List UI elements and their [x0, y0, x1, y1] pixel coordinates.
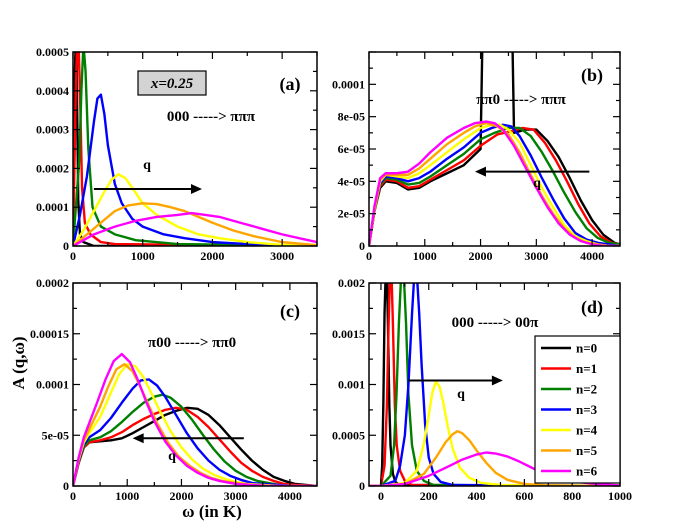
- panel-d-xtick-label: 800: [563, 489, 581, 503]
- panel-d-curves: [369, 283, 620, 486]
- panel-d-line-n1: [369, 283, 620, 486]
- panel-c-curves: [73, 352, 317, 486]
- panel-c-xtick-label: 1000: [115, 489, 139, 503]
- panel-d-xtick-label: 400: [468, 489, 486, 503]
- panel-d-line-n5: [369, 429, 620, 486]
- legend-label-n1: n=1: [576, 361, 597, 376]
- panel-d-ytick-label: 0.0005: [332, 428, 365, 442]
- panel-b-line-n1: [369, 126, 620, 246]
- panel-a-line-n0: [73, 52, 317, 246]
- panel-d-label: (d): [581, 297, 603, 318]
- panel-b-xtick-label: 3000: [524, 249, 548, 263]
- legend-label-n0: n=0: [576, 341, 597, 356]
- panel-d-q-label: q: [457, 387, 465, 402]
- panel-b-path-label: ππ0 -----> πππ: [476, 92, 566, 108]
- panel-b-ytick-label: 0.0001: [332, 77, 365, 91]
- panel-a-q-label: q: [143, 158, 151, 173]
- panel-c-ytick-label: 0: [63, 479, 69, 493]
- panel-b-ytick-label: 0: [359, 239, 365, 253]
- panel-b-line-n4: [369, 123, 620, 246]
- panel-c-line-n2: [73, 393, 317, 486]
- annotations-layer: (a) 000 -----> πππ q x=0.25 (b) ππ0 -----> ππ…: [93, 65, 621, 484]
- panel-b-xtick-label: 2000: [469, 249, 493, 263]
- panel-a-boxed-label: x=0.25: [150, 76, 194, 92]
- panel-a-line-n1: [73, 52, 317, 246]
- panel-b-q-label: q: [533, 176, 541, 191]
- panel-a-q-arrowhead: [190, 183, 202, 194]
- panel-d-path-label: 000 -----> 00π: [452, 315, 540, 331]
- panel-d-xtick-label: 1000: [608, 489, 632, 503]
- panel-b-ytick-label: 6e-05: [338, 142, 365, 156]
- panel-d-ytick-label: 0: [359, 479, 365, 493]
- panel-b-ytick-label: 2e-05: [338, 207, 365, 221]
- panel-b-line-n2: [369, 126, 620, 246]
- panel-a-ytick-label: 0.0005: [36, 45, 69, 59]
- panel-b-line-n6: [369, 120, 620, 246]
- panel-a-ytick-label: 0.0002: [36, 161, 69, 175]
- panel-d-q-arrowhead: [491, 375, 503, 386]
- ticks-layer: 0 1000 2000 300000.00010.00020.00030.00040.…: [30, 45, 632, 503]
- panel-c-line-n3: [73, 378, 317, 486]
- panel-d-ytick-label: 0.0015: [332, 327, 365, 341]
- legend-label-n4: n=4: [576, 423, 598, 438]
- panel-a-xtick-label: 1000: [131, 249, 155, 263]
- panel-a-ytick-label: 0.0001: [36, 200, 69, 214]
- panel-a-path-label: 000 -----> πππ: [167, 109, 256, 125]
- panel-b-line-n3: [369, 123, 620, 246]
- panel-b-xtick-label: 1000: [413, 249, 437, 263]
- panel-b-xtick-label: 4000: [580, 249, 604, 263]
- panel-c-ytick-label: 0.0001: [36, 378, 69, 392]
- panel-c-xtick-label: 2000: [169, 489, 193, 503]
- legend-label-n2: n=2: [576, 382, 597, 397]
- panel-a-line-n4: [73, 173, 317, 246]
- panel-d-ytick-label: 0.001: [338, 378, 365, 392]
- panel-d-line-n3: [369, 283, 620, 486]
- legend-label-n3: n=3: [576, 402, 598, 417]
- panel-c-q-arrowhead: [132, 433, 144, 444]
- panel-c-line-n1: [73, 406, 317, 486]
- panel-d-xtick-label: 0: [378, 489, 384, 503]
- panel-b-ytick-label: 4e-05: [338, 174, 365, 188]
- panel-a-curves: [73, 52, 317, 246]
- panel-a-xtick-label: 0: [70, 249, 76, 263]
- panel-a-xtick-label: 2000: [200, 249, 224, 263]
- panel-a-boxed-label-bg: [137, 70, 207, 96]
- panel-c-xtick-label: 4000: [278, 489, 302, 503]
- panel-c-label: (c): [280, 301, 300, 322]
- curves-layer: [73, 52, 620, 486]
- y-axis-label: A (q,ω): [9, 336, 28, 389]
- panel-a-line-n5: [73, 202, 317, 246]
- panel-a-line-n6: [73, 211, 317, 246]
- panel-a-ytick-label: 0: [63, 239, 69, 253]
- legend-label-n6: n=6: [576, 464, 598, 479]
- panel-c-ytick-label: 0.00015: [30, 327, 69, 341]
- panel-b-xtick-label: 0: [366, 249, 372, 263]
- panel-a-ytick-label: 0.0004: [36, 84, 69, 98]
- panel-d-xtick-label: 600: [515, 489, 533, 503]
- panel-c-line-n6: [73, 352, 317, 486]
- panel-d-ytick-label: 0.002: [338, 276, 365, 290]
- panel-c-ytick-label: 0.0002: [36, 276, 69, 290]
- panel-a-ytick-label: 0.0003: [36, 123, 69, 137]
- panel-d-line-n4: [369, 380, 620, 486]
- panel-c-ytick-label: 5e-05: [42, 428, 69, 442]
- panel-b-line-n0: [369, 52, 620, 246]
- panel-b-q-arrowhead: [474, 166, 486, 177]
- panel-c-xtick-label: 3000: [224, 489, 248, 503]
- panel-b-curves: [369, 52, 620, 246]
- panel-a-xtick-label: 3000: [270, 249, 294, 263]
- panel-b-ytick-label: 8e-05: [338, 110, 365, 124]
- panel-c-path-label: π00 -----> ππ0: [148, 335, 236, 351]
- panel-c-q-label: q: [168, 449, 176, 464]
- panel-a-line-n3: [73, 93, 317, 246]
- x-axis-label: ω (in K): [182, 502, 242, 521]
- panel-c-xtick-label: 0: [70, 489, 76, 503]
- panel-a-label: (a): [280, 74, 301, 95]
- legend-label-n5: n=5: [576, 443, 598, 458]
- panel-d-xtick-label: 200: [420, 489, 438, 503]
- panel-b-label: (b): [581, 65, 603, 86]
